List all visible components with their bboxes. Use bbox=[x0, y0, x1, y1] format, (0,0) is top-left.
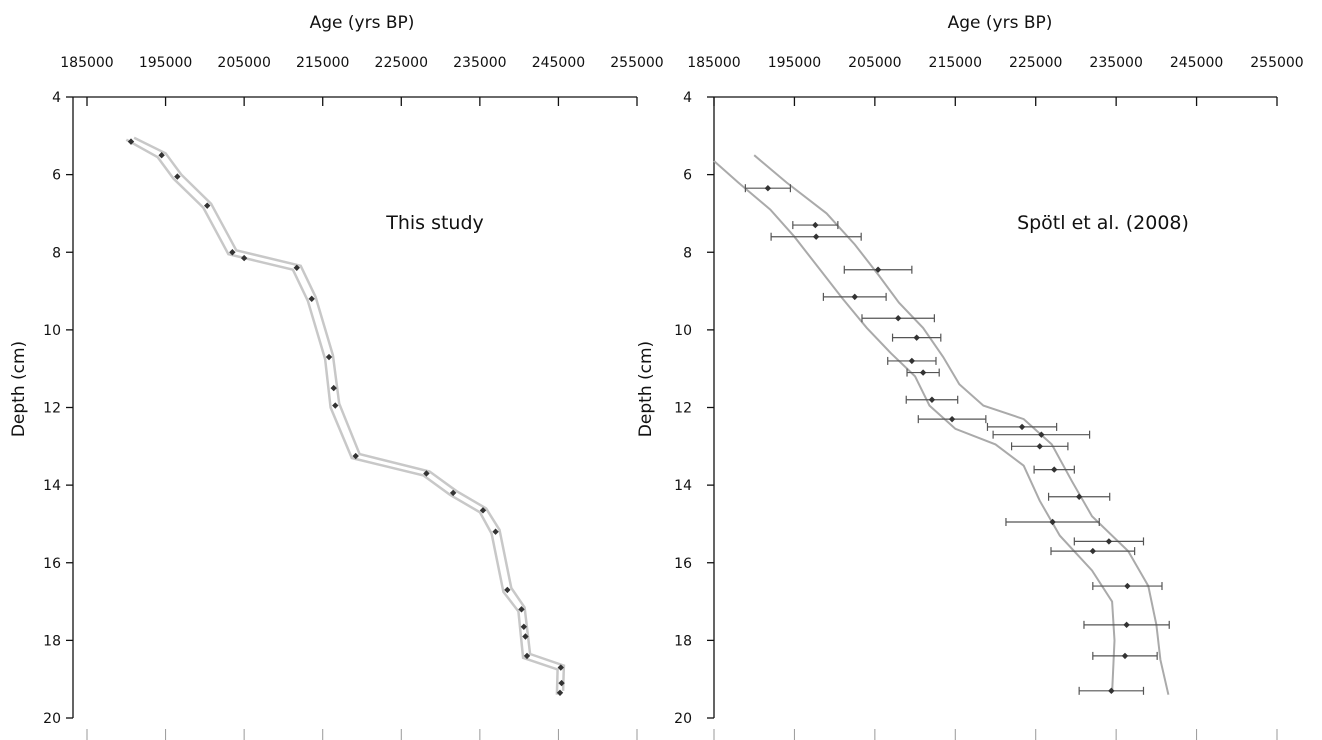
y-tick-label: 18 bbox=[43, 633, 61, 649]
y-tick-label: 18 bbox=[674, 633, 692, 649]
y-tick-label: 10 bbox=[43, 323, 61, 339]
x-tick-label: 185000 bbox=[687, 55, 740, 71]
data-point bbox=[874, 266, 882, 273]
data-point bbox=[908, 357, 916, 365]
data-point bbox=[1121, 652, 1129, 660]
data-point bbox=[556, 689, 564, 696]
data-point bbox=[204, 202, 211, 209]
y-tick-label: 14 bbox=[674, 478, 692, 494]
data-point bbox=[332, 402, 339, 409]
x-tick-label: 215000 bbox=[929, 55, 982, 71]
y-tick-label: 8 bbox=[683, 245, 692, 261]
y-tick-label: 16 bbox=[674, 556, 692, 572]
y-tick-label: 4 bbox=[52, 90, 61, 106]
data-point bbox=[1124, 582, 1131, 590]
data-point bbox=[423, 470, 430, 477]
data-point bbox=[520, 623, 528, 630]
y-tick-label: 12 bbox=[674, 401, 692, 417]
y-tick-label: 20 bbox=[674, 711, 692, 727]
data-point bbox=[479, 507, 487, 514]
data-point bbox=[518, 606, 525, 613]
x-axis-title: Age (yrs BP) bbox=[948, 13, 1053, 33]
data-point bbox=[127, 138, 135, 145]
y-axis-title: Depth (cm) bbox=[9, 341, 29, 437]
data-point bbox=[764, 185, 772, 192]
data-point bbox=[1051, 466, 1058, 473]
data-point bbox=[1018, 423, 1026, 431]
y-tick-label: 6 bbox=[52, 168, 61, 184]
data-point bbox=[492, 528, 499, 535]
x-tick-label: 195000 bbox=[768, 55, 821, 71]
envelope-line-lower bbox=[125, 138, 559, 695]
panel-label: Spötl et al. (2008) bbox=[1017, 212, 1189, 234]
data-point bbox=[174, 173, 181, 180]
data-point bbox=[229, 249, 236, 256]
data-point bbox=[523, 652, 531, 660]
x-tick-label: 225000 bbox=[375, 55, 428, 71]
data-point bbox=[948, 415, 956, 423]
panel-2: Age (yrs BP) 185000 195000 205000 215000 2250… bbox=[636, 13, 1304, 740]
x-tick-label: 255000 bbox=[610, 55, 663, 71]
panel-1: Age (yrs BP) 185000 195000 205000 215000 2250… bbox=[9, 13, 664, 740]
data-point bbox=[504, 586, 511, 594]
data-point bbox=[1108, 687, 1115, 695]
x-tick-label: 235000 bbox=[453, 55, 506, 71]
data-point bbox=[308, 295, 315, 303]
data-point bbox=[1105, 538, 1113, 545]
y-tick-label: 4 bbox=[683, 90, 692, 106]
y-tick-label: 10 bbox=[674, 323, 692, 339]
data-point bbox=[240, 254, 248, 262]
data-point bbox=[812, 221, 819, 229]
envelope-line-upper bbox=[133, 136, 566, 691]
data-point bbox=[1075, 493, 1083, 500]
y-tick-label: 6 bbox=[683, 168, 692, 184]
x-axis-title: Age (yrs BP) bbox=[310, 13, 415, 33]
data-point bbox=[1038, 431, 1045, 438]
x-tick-label: 205000 bbox=[848, 55, 901, 71]
panel-label: This study bbox=[385, 212, 484, 234]
data-point bbox=[1123, 621, 1130, 629]
data-point bbox=[913, 334, 920, 341]
x-tick-label: 235000 bbox=[1089, 55, 1142, 71]
x-tick-label: 205000 bbox=[217, 55, 270, 71]
x-tick-label: 255000 bbox=[1250, 55, 1303, 71]
y-tick-label: 14 bbox=[43, 478, 61, 494]
data-point bbox=[894, 315, 902, 322]
y-axis-title: Depth (cm) bbox=[636, 341, 656, 437]
data-point bbox=[851, 293, 858, 301]
data-point bbox=[522, 633, 529, 640]
x-tick-label: 215000 bbox=[296, 55, 349, 71]
data-point bbox=[812, 233, 820, 240]
x-tick-label: 245000 bbox=[1170, 55, 1223, 71]
x-tick-label: 225000 bbox=[1009, 55, 1062, 71]
x-tick-label: 245000 bbox=[532, 55, 585, 71]
data-point bbox=[1089, 547, 1097, 555]
y-tick-label: 8 bbox=[52, 245, 61, 261]
data-point bbox=[557, 664, 564, 671]
data-point bbox=[352, 452, 359, 460]
data-point bbox=[293, 264, 300, 271]
data-point bbox=[158, 152, 165, 159]
data-point bbox=[1049, 518, 1056, 526]
y-tick-label: 12 bbox=[43, 401, 61, 417]
data-point bbox=[558, 679, 565, 687]
x-tick-label: 185000 bbox=[60, 55, 113, 71]
data-point bbox=[1036, 443, 1043, 450]
x-tick-label: 195000 bbox=[139, 55, 192, 71]
data-point bbox=[919, 369, 927, 376]
data-point bbox=[325, 353, 333, 361]
data-point bbox=[928, 396, 936, 403]
data-point bbox=[330, 384, 337, 392]
data-point bbox=[449, 489, 457, 497]
y-tick-label: 20 bbox=[43, 711, 61, 727]
y-tick-label: 16 bbox=[43, 556, 61, 572]
